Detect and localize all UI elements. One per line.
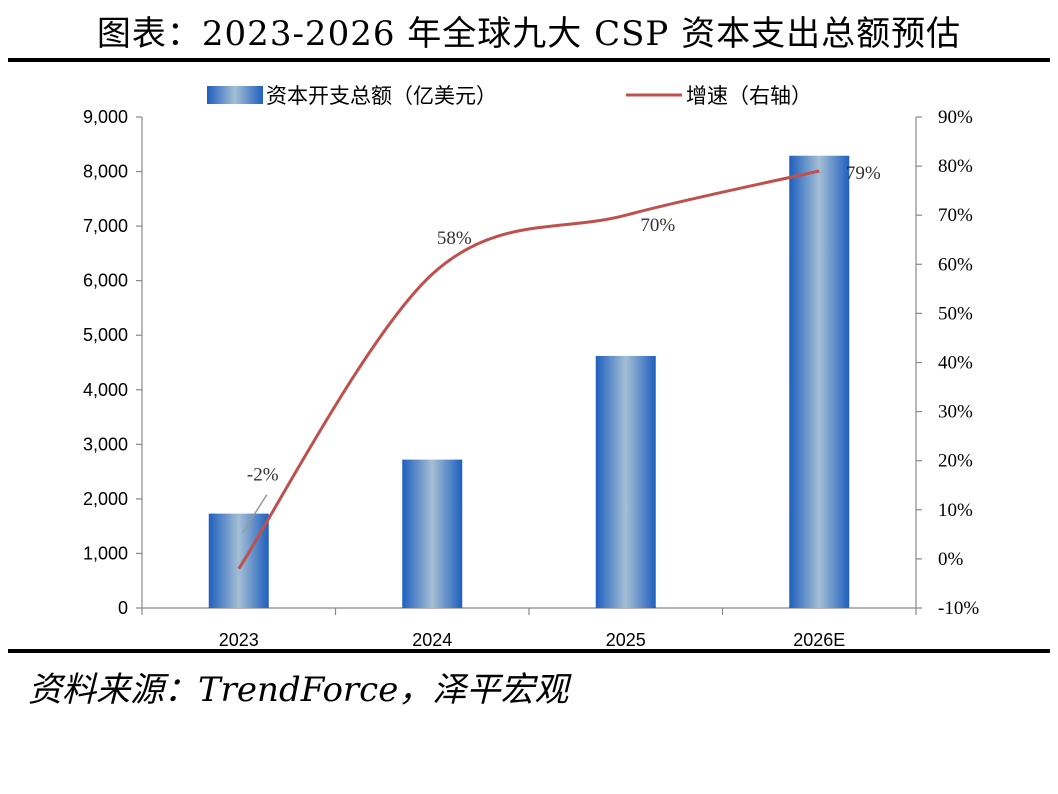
bars (208, 155, 850, 609)
x-tick-label: 2023 (219, 630, 259, 650)
left-tick-label: 0 (118, 598, 128, 618)
capex-bar (402, 459, 463, 608)
left-tick-label: 5,000 (83, 325, 128, 345)
left-tick-label: 8,000 (83, 162, 128, 182)
right-tick-label: 50% (938, 303, 973, 324)
axes: 0 1,000 2,000 3,000 4,000 5,000 6,000 7,000 8,00… (83, 107, 979, 650)
chart: 0 1,000 2,000 3,000 4,000 5,000 6,000 7,000 8,00… (83, 84, 979, 650)
right-tick-label: 80% (938, 156, 973, 177)
legend-bar-swatch (207, 86, 263, 104)
right-tick-label: 20% (938, 451, 973, 472)
growth-data-label: -2% (247, 465, 279, 486)
growth-line-path (237, 169, 820, 570)
right-tick-label: 40% (938, 353, 973, 374)
capex-bar (595, 355, 656, 608)
growth-data-label: 58% (437, 228, 472, 249)
right-tick-label: 70% (938, 205, 973, 226)
legend-line-label: 增速（右轴） (686, 84, 812, 108)
x-tick-label: 2025 (606, 630, 646, 650)
growth-data-label: 79% (846, 163, 881, 184)
left-tick-label: 2,000 (83, 489, 128, 509)
chart-title: 图表：2023-2026 年全球九大 CSP 资本支出总额预估 (96, 14, 962, 54)
x-tick-label: 2026E (793, 630, 845, 650)
right-tick-label: -10% (938, 598, 979, 619)
capex-bar (789, 155, 850, 609)
x-tick-label: 2024 (412, 630, 452, 650)
bottom-rule (8, 649, 1050, 653)
legend-bar-label: 资本开支总额（亿美元） (266, 84, 497, 108)
legend: 资本开支总额（亿美元） 增速（右轴） (207, 84, 812, 108)
capex-bar (208, 513, 269, 608)
left-tick-label: 6,000 (83, 271, 128, 291)
left-tick-label: 4,000 (83, 380, 128, 400)
data-labels: -2% 58% 70% 79% (242, 163, 881, 534)
left-tick-label: 1,000 (83, 543, 128, 563)
right-tick-label: 0% (938, 549, 964, 570)
left-tick-label: 3,000 (83, 434, 128, 454)
growth-data-label: 70% (640, 215, 675, 236)
left-tick-label: 9,000 (83, 107, 128, 127)
growth-line (237, 169, 820, 570)
source-note: 资料来源：TrendForce，泽平宏观 (28, 670, 569, 710)
top-rule (8, 58, 1050, 62)
right-tick-label: 10% (938, 500, 973, 521)
right-tick-label: 60% (938, 254, 973, 275)
right-tick-label: 90% (938, 107, 973, 128)
left-tick-label: 7,000 (83, 216, 128, 236)
right-tick-label: 30% (938, 402, 973, 423)
label-leader-line (242, 494, 268, 534)
